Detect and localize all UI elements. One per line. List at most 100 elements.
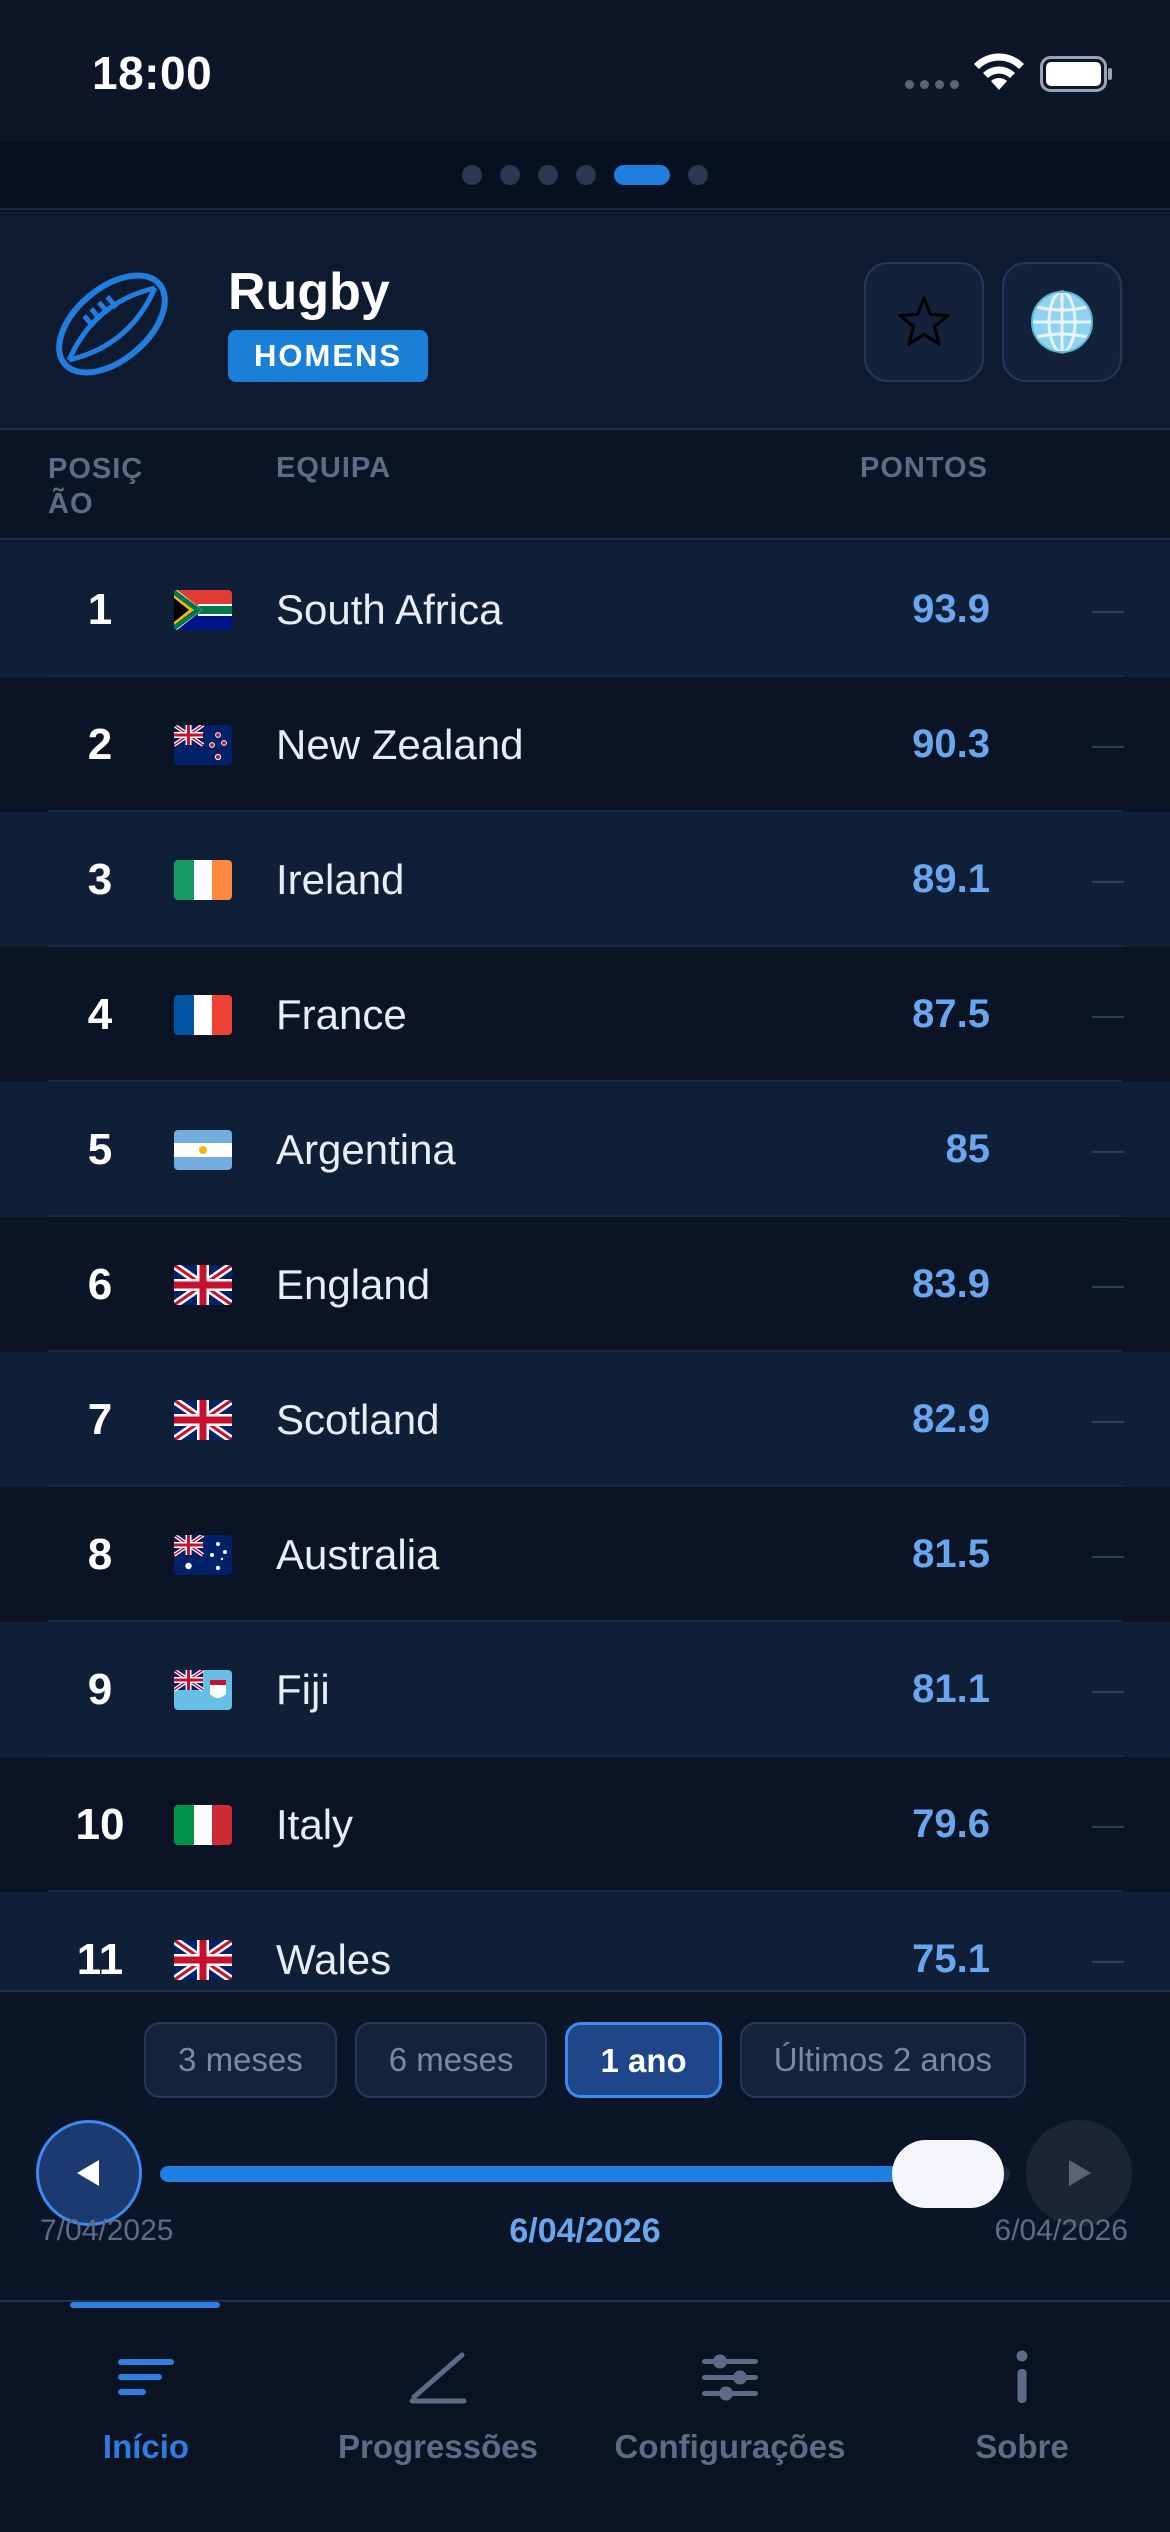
- tab-label: Configurações: [614, 2428, 846, 2465]
- region-button[interactable]: [1002, 262, 1122, 382]
- team-name: France: [276, 991, 407, 1038]
- star-icon: [898, 296, 950, 346]
- row-divider: [48, 675, 1122, 677]
- row-divider: [48, 1755, 1122, 1757]
- page-dot[interactable]: [688, 165, 708, 185]
- timeline-current-date: 6/04/2026: [509, 2212, 661, 2250]
- period-3-months-button[interactable]: 3 meses: [144, 2022, 337, 2098]
- table-row-ireland[interactable]: 3 Ireland 89.1 —: [0, 812, 1170, 947]
- trend-indicator: —: [1092, 726, 1124, 762]
- date-slider-thumb[interactable]: [892, 2140, 1004, 2208]
- table-row-france[interactable]: 4 France 87.5 —: [0, 947, 1170, 1082]
- table-row-england[interactable]: 6 England 83.9 —: [0, 1217, 1170, 1352]
- column-team[interactable]: EQUIPA: [276, 452, 392, 484]
- rank-position: 10: [75, 1800, 125, 1849]
- team-points: 79.6: [912, 1802, 990, 1846]
- column-points[interactable]: PONTOS: [860, 452, 988, 484]
- rank-position: 6: [87, 1260, 113, 1309]
- globe-icon: [1031, 290, 1093, 354]
- page-dot[interactable]: [538, 165, 558, 185]
- tab-progressions[interactable]: Progressões: [292, 2302, 584, 2532]
- table-row-italy[interactable]: 10 Italy 79.6 —: [0, 1757, 1170, 1892]
- rank-position: 7: [87, 1395, 113, 1444]
- tab-label: Sobre: [975, 2428, 1069, 2465]
- next-date-button[interactable]: [1026, 2120, 1132, 2226]
- table-row-south-africa[interactable]: 1 South Africa 93.9 —: [0, 542, 1170, 677]
- trend-indicator: —: [1092, 1806, 1124, 1842]
- play-right-icon: [1069, 2160, 1091, 2186]
- page-dot[interactable]: [614, 165, 670, 185]
- previous-date-button[interactable]: [36, 2120, 142, 2226]
- rank-position: 11: [76, 1935, 124, 1984]
- rank-position: 3: [87, 855, 113, 904]
- page-dot[interactable]: [500, 165, 520, 185]
- trend-indicator: —: [1092, 1131, 1124, 1167]
- home-lines-icon: [118, 2359, 174, 2395]
- favorite-button[interactable]: [864, 262, 984, 382]
- battery-icon: [1040, 56, 1112, 92]
- tab-home[interactable]: Início: [0, 2302, 292, 2532]
- rankings-table[interactable]: 1 South Africa 93.9 — 2 New Zealand 90.3…: [0, 542, 1170, 1990]
- page-dot[interactable]: [576, 165, 596, 185]
- team-points: 85: [945, 1127, 991, 1171]
- trend-indicator: —: [1092, 1536, 1124, 1572]
- timeline-end-date: 6/04/2026: [994, 2214, 1128, 2247]
- gender-badge[interactable]: HOMENS: [228, 330, 429, 382]
- table-row-wales[interactable]: 11 Wales 75.1 —: [0, 1892, 1170, 1990]
- trend-indicator: —: [1092, 591, 1124, 627]
- team-points: 82.9: [912, 1397, 990, 1441]
- period-6-months-button[interactable]: 6 meses: [354, 2022, 548, 2098]
- column-position[interactable]: POSIÇ ÃO: [48, 453, 144, 520]
- row-divider: [48, 1080, 1122, 1082]
- page-dot[interactable]: [462, 165, 482, 185]
- flag-gb-icon: [174, 1265, 232, 1305]
- date-slider[interactable]: [160, 2140, 1010, 2208]
- team-points: 87.5: [912, 992, 990, 1036]
- table-row-australia[interactable]: 8 Australia 81.5 —: [0, 1487, 1170, 1622]
- flag-ar-icon: [174, 1130, 232, 1170]
- flag-gb-icon: [174, 1400, 232, 1440]
- rank-position: 8: [87, 1530, 113, 1579]
- tab-bar: Início Progressões Configurações: [0, 2300, 1170, 2532]
- rank-position: 9: [87, 1665, 113, 1714]
- table-row-new-zealand[interactable]: 2 New Zealand 90.3 —: [0, 677, 1170, 812]
- tab-about[interactable]: Sobre: [876, 2302, 1168, 2532]
- tab-settings[interactable]: Configurações: [584, 2302, 876, 2532]
- rugby-ball-icon: [56, 272, 168, 376]
- team-points: 83.9: [912, 1262, 990, 1306]
- team-points: 90.3: [912, 722, 990, 766]
- page-indicator[interactable]: [0, 142, 1170, 210]
- table-row-argentina[interactable]: 5 Argentina 85 —: [0, 1082, 1170, 1217]
- team-points: 75.1: [912, 1937, 990, 1981]
- date-slider-fill: [160, 2166, 948, 2182]
- team-points: 81.1: [912, 1667, 990, 1711]
- tab-active-indicator: [70, 2302, 220, 2308]
- tab-label: Progressões: [338, 2428, 538, 2465]
- status-time: 18:00: [92, 47, 213, 99]
- timeline-start-date: 7/04/2025: [40, 2214, 174, 2247]
- period-2-years-button[interactable]: Últimos 2 anos: [739, 2022, 1026, 2098]
- flag-gb-icon: [174, 1940, 232, 1980]
- sliders-icon: [702, 2354, 758, 2401]
- cellular-signal-icon: [905, 80, 961, 92]
- sport-title: Rugby: [228, 263, 390, 321]
- rank-position: 2: [87, 720, 113, 769]
- team-points: 93.9: [912, 587, 990, 631]
- trend-indicator: —: [1092, 861, 1124, 897]
- team-name: Argentina: [276, 1126, 456, 1173]
- table-row-scotland[interactable]: 7 Scotland 82.9 —: [0, 1352, 1170, 1487]
- play-left-icon: [77, 2160, 99, 2186]
- rank-position: 5: [87, 1125, 113, 1174]
- row-divider: [48, 1890, 1122, 1892]
- row-divider: [48, 945, 1122, 947]
- team-name: Wales: [276, 1936, 392, 1983]
- row-divider: [48, 810, 1122, 812]
- table-header: POSIÇ ÃO EQUIPA PONTOS: [0, 432, 1170, 540]
- row-divider: [48, 1350, 1122, 1352]
- status-bar: 18:00: [0, 0, 1170, 142]
- wifi-icon: [974, 53, 1024, 90]
- period-1-year-button[interactable]: 1 ano: [565, 2022, 722, 2098]
- trend-indicator: —: [1092, 1266, 1124, 1302]
- table-row-fiji[interactable]: 9 Fiji 81.1 —: [0, 1622, 1170, 1757]
- flag-fr-icon: [174, 995, 232, 1035]
